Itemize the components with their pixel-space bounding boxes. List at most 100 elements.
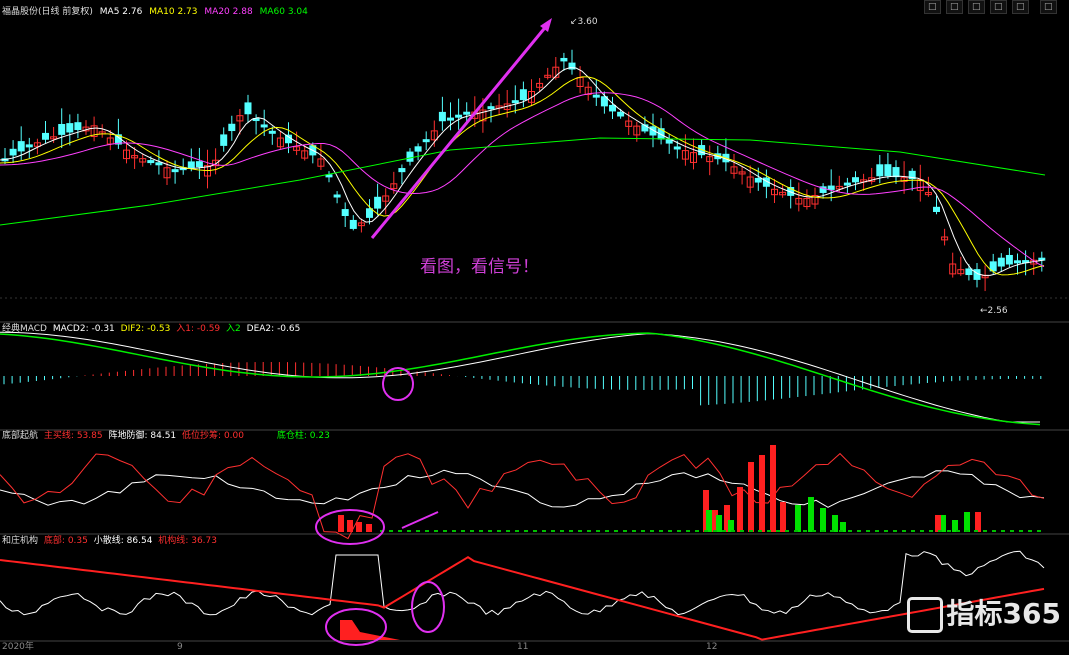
- watermark-logo: 指标365: [906, 592, 1061, 633]
- banker-panel-header: 和庄机构 底部: 0.35 小散线: 86.54 机构线: 36.73: [2, 536, 217, 547]
- candle-body: [843, 182, 851, 186]
- bottom-signal-title: 底部起航: [2, 431, 39, 441]
- base-dot: [893, 530, 897, 532]
- candle-body: [479, 109, 487, 122]
- candle-body: [560, 57, 568, 62]
- base-dot: [1019, 530, 1023, 532]
- candle-body: [536, 82, 544, 88]
- x-axis-year: 2020年: [2, 642, 34, 652]
- bottom-signal-panel-header: 底部起航 主买线: 53.85 阵地防御: 84.51 低位抄筹: 0.00 底…: [2, 431, 330, 442]
- candle-body: [997, 257, 1005, 267]
- candle-body: [673, 146, 681, 150]
- banker-title: 和庄机构: [2, 536, 39, 546]
- base-dot: [470, 530, 474, 532]
- defense-legend: 阵地防御: 84.51: [108, 431, 177, 441]
- candle-body: [430, 130, 438, 141]
- macd-title: 经典MACD: [2, 324, 47, 334]
- base-dot: [812, 530, 816, 532]
- candle-body: [795, 197, 803, 205]
- base-dot: [605, 530, 609, 532]
- candle-body: [730, 166, 738, 174]
- candle-body: [584, 86, 592, 96]
- candle-body: [706, 156, 714, 163]
- base-dot: [974, 530, 978, 532]
- candle-body: [827, 185, 835, 190]
- base-dot: [506, 530, 510, 532]
- candle-body: [236, 115, 244, 122]
- candle-body: [892, 167, 900, 178]
- candle-body: [600, 96, 608, 107]
- base-dot: [740, 530, 744, 532]
- base-dot: [785, 530, 789, 532]
- base-dot: [794, 530, 798, 532]
- base-dot: [452, 530, 456, 532]
- toolbar-button-4[interactable]: □: [990, 0, 1007, 14]
- candle-body: [568, 62, 576, 70]
- base-dot: [731, 530, 735, 532]
- candle-body: [746, 176, 754, 188]
- candle-body: [187, 161, 195, 169]
- x-axis-tick: 9: [177, 642, 183, 652]
- base-dot: [767, 530, 771, 532]
- price-panel-header: 福晶股份(日线 前复权) MA5 2.76 MA10 2.73 MA20 2.8…: [2, 7, 308, 18]
- base-dot: [551, 530, 555, 532]
- candle-body: [519, 89, 527, 101]
- in2-legend: 入2: [226, 324, 241, 334]
- candle-body: [414, 146, 422, 152]
- highlight-circle: [382, 367, 414, 401]
- candle-body: [366, 208, 373, 218]
- candle-body: [301, 150, 309, 159]
- base-dot: [965, 530, 969, 532]
- x-axis-tick: 12: [706, 642, 718, 652]
- base-bar: [716, 515, 722, 532]
- candle-body: [398, 168, 406, 173]
- base-dot: [686, 530, 690, 532]
- low-buy-legend: 低位抄筹: 0.00: [182, 431, 244, 441]
- in1-legend: 入1: -0.59: [176, 324, 221, 334]
- toolbar-button-5[interactable]: □: [1012, 0, 1029, 14]
- candle-body: [819, 186, 827, 193]
- candle-body: [609, 104, 616, 112]
- candle-body: [212, 159, 220, 167]
- bottom-area: [340, 620, 400, 640]
- candle-body: [341, 209, 349, 217]
- candle-body: [1005, 254, 1013, 265]
- toolbar-button-6[interactable]: □: [1040, 0, 1057, 14]
- institution-line: [0, 556, 1045, 641]
- toolbar-button-3[interactable]: □: [968, 0, 985, 14]
- base-dot: [623, 530, 627, 532]
- toolbar-button-1[interactable]: □: [924, 0, 941, 14]
- candle-body: [90, 125, 98, 138]
- low-buy-bar: [780, 502, 786, 532]
- candle-body: [528, 91, 535, 103]
- base-dot: [515, 530, 519, 532]
- base-dot: [434, 530, 438, 532]
- macd2-legend: MACD2: -0.31: [52, 324, 115, 334]
- annotation-text: 看图，看信号！: [420, 257, 539, 277]
- toolbar-button-2[interactable]: □: [946, 0, 963, 14]
- candle-body: [195, 161, 203, 168]
- base-bar: [952, 520, 958, 532]
- candle-body: [9, 148, 17, 156]
- highlight-circle: [325, 608, 387, 646]
- base-dot: [983, 530, 987, 532]
- candle-body: [357, 222, 365, 227]
- base-dot: [749, 530, 753, 532]
- candle-body: [544, 74, 552, 78]
- highlight-circle: [315, 509, 385, 545]
- candle-body: [260, 124, 268, 128]
- dea2-legend: DEA2: -0.65: [246, 324, 301, 334]
- low-buy-bar: [338, 515, 344, 532]
- candle-body: [455, 114, 463, 118]
- base-dot: [911, 530, 915, 532]
- candle-body: [649, 126, 657, 136]
- base-dot: [560, 530, 564, 532]
- base-dot: [713, 530, 717, 532]
- candle-body: [333, 194, 341, 198]
- candle-body: [876, 164, 884, 177]
- candle-body: [66, 123, 74, 133]
- x-axis-tick: 11: [517, 642, 529, 652]
- base-dot: [776, 530, 780, 532]
